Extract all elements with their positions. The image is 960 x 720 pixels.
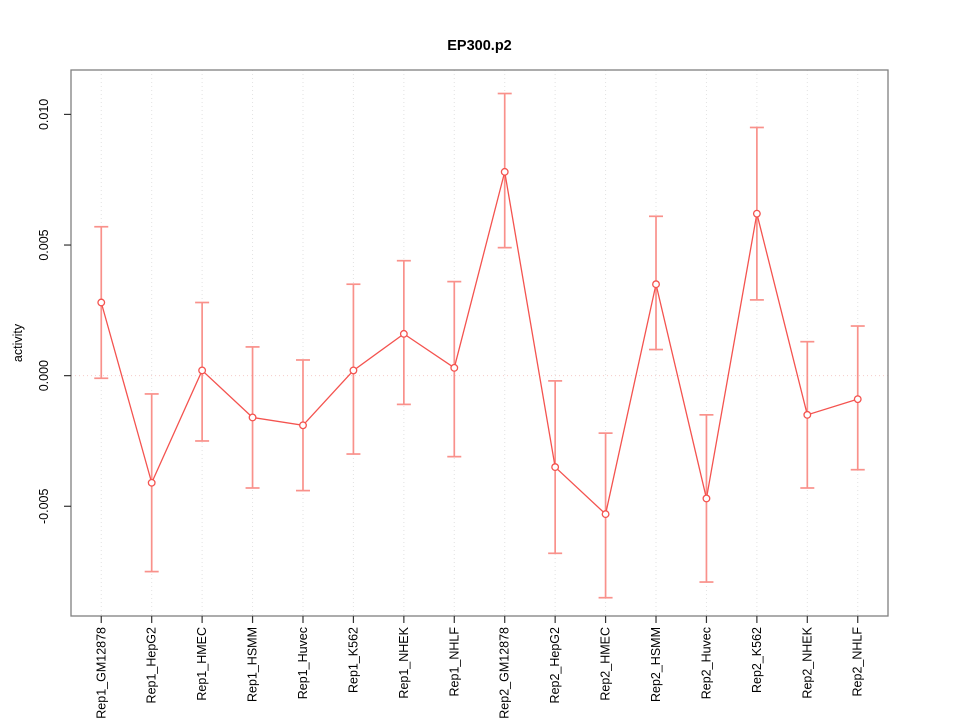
data-point xyxy=(853,395,862,404)
y-tick-label: 0.000 xyxy=(37,360,51,391)
x-tick-label: Rep1_NHEK xyxy=(397,626,411,698)
data-point xyxy=(399,329,408,338)
plot-box xyxy=(70,69,889,617)
data-point xyxy=(752,209,761,218)
data-point xyxy=(198,366,207,375)
y-tick-label: 0.010 xyxy=(37,99,51,130)
x-tick-label: Rep2_GM12878 xyxy=(498,627,512,719)
data-point xyxy=(652,280,660,289)
x-tick-label: Rep2_Huvec xyxy=(699,627,713,699)
data-point xyxy=(299,421,307,430)
series-line xyxy=(100,171,858,516)
x-tick-label: Rep1_HSMM xyxy=(246,627,260,702)
data-point xyxy=(803,410,812,419)
data-point xyxy=(97,298,106,307)
x-tick-label: Rep1_GM12878 xyxy=(94,627,108,719)
data-point xyxy=(500,167,509,176)
data-point xyxy=(702,494,711,503)
data-point xyxy=(147,478,156,487)
x-tick-label: Rep2_NHEK xyxy=(800,626,814,698)
chart-title: EP300.p2 xyxy=(447,38,512,54)
x-tick-label: Rep2_K562 xyxy=(750,627,764,693)
data-point xyxy=(248,413,257,422)
y-tick-label: -0.005 xyxy=(37,489,51,524)
data-point xyxy=(551,463,560,472)
data-point xyxy=(601,510,610,519)
x-tick-label: Rep2_HSMM xyxy=(649,627,663,702)
y-tick-label: 0.005 xyxy=(37,229,51,260)
x-tick-label: Rep1_HepG2 xyxy=(145,627,159,703)
x-tick-label: Rep1_NHLF xyxy=(447,627,461,697)
x-tick-label: Rep2_HepG2 xyxy=(548,627,562,703)
x-tick-label: Rep2_NHLF xyxy=(851,627,865,697)
x-tick-label: Rep1_Huvec xyxy=(296,627,310,699)
x-tick-label: Rep1_K562 xyxy=(346,627,360,693)
y-axis-label: activity xyxy=(11,323,25,362)
data-point xyxy=(450,363,459,372)
x-tick-label: Rep1_HMEC xyxy=(195,627,209,701)
data-point xyxy=(349,366,358,375)
x-tick-label: Rep2_HMEC xyxy=(599,627,613,701)
